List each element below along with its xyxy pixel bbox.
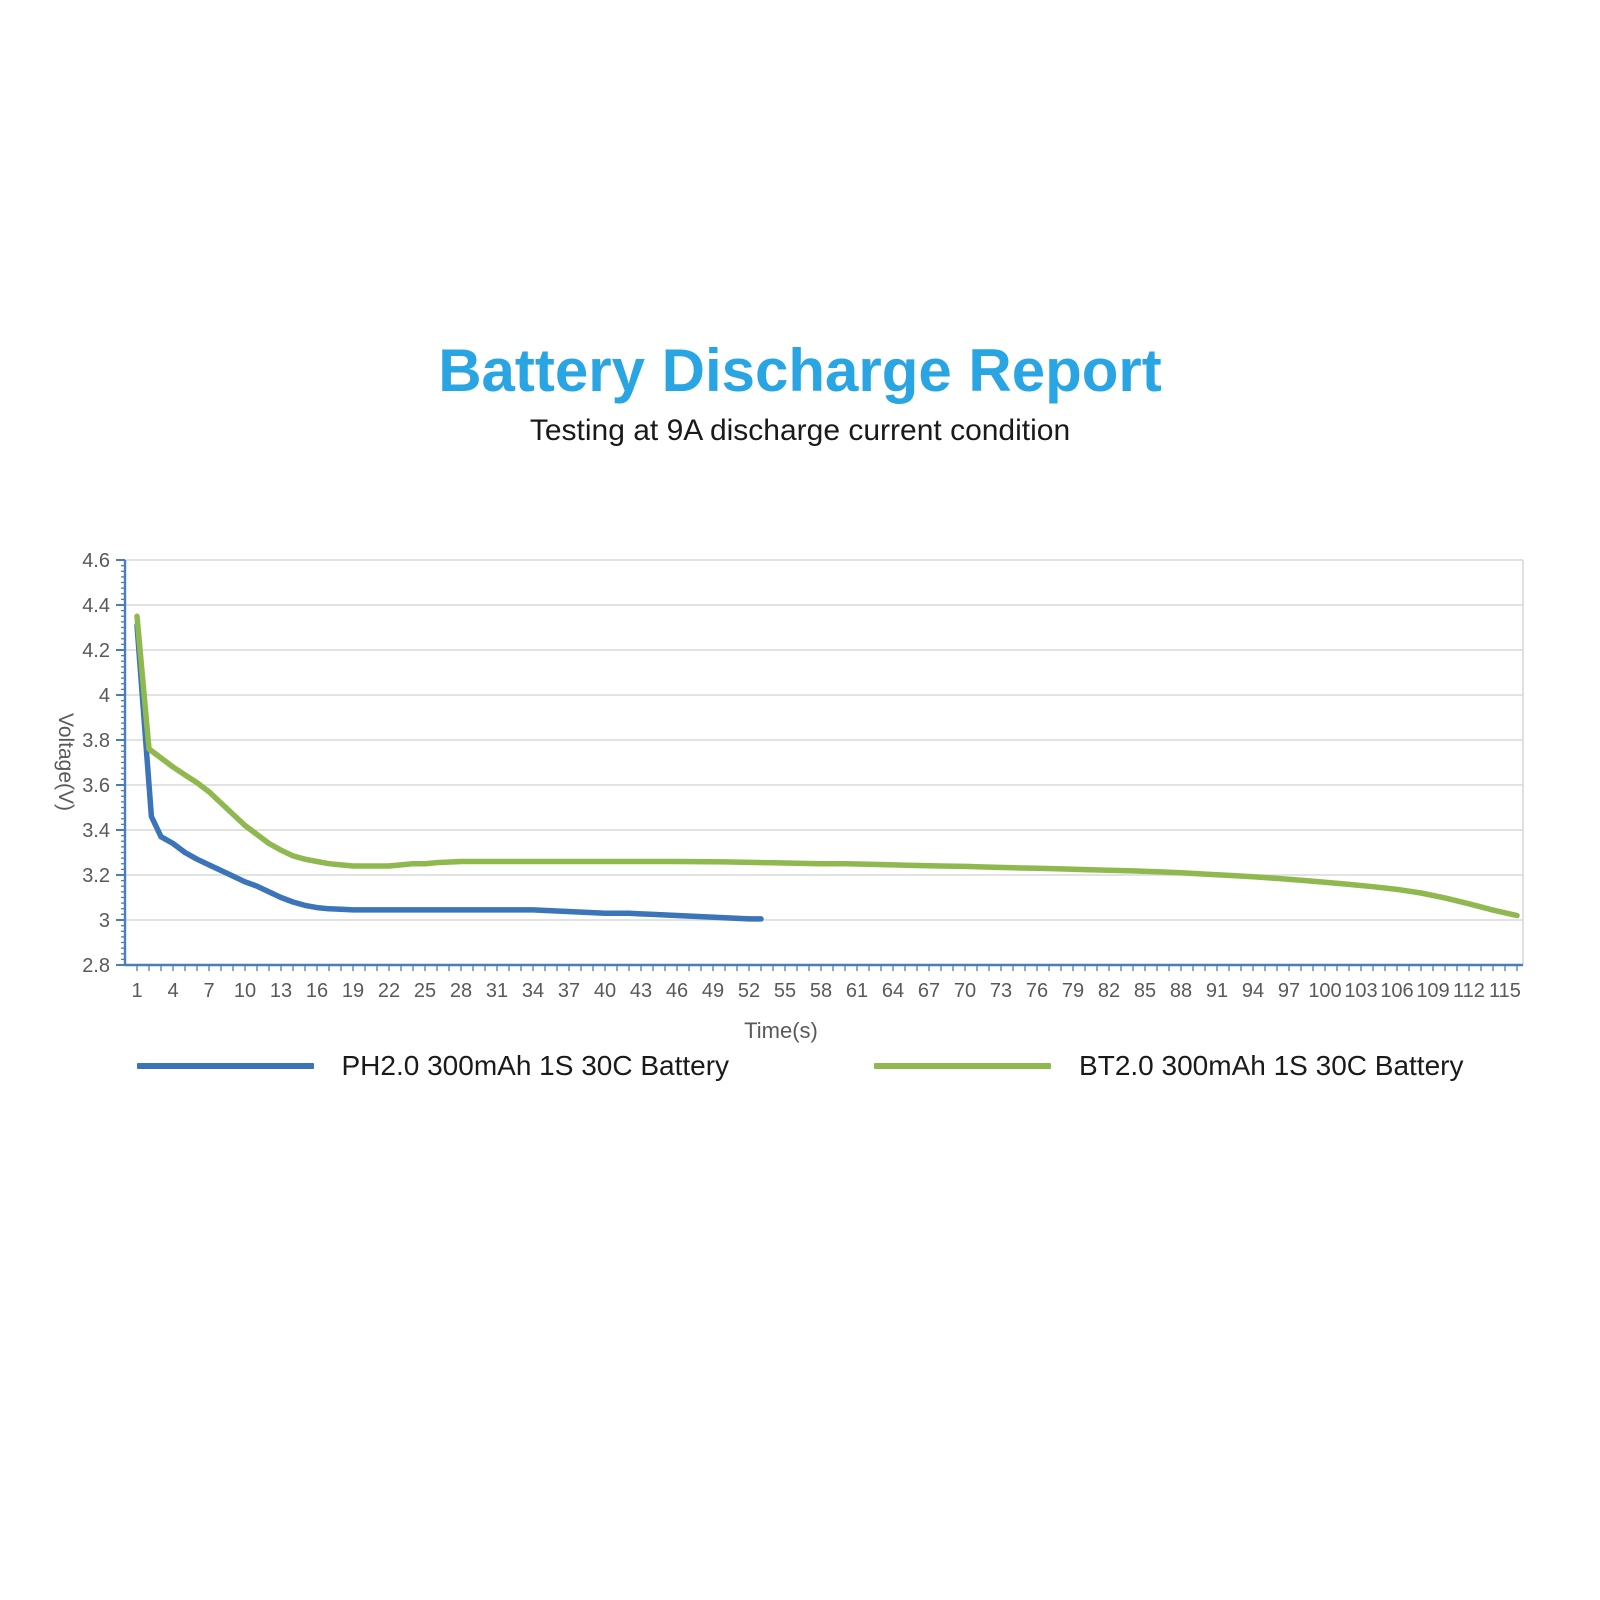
svg-text:3.2: 3.2 xyxy=(82,865,110,887)
bt20-line-swatch xyxy=(874,1063,1052,1069)
svg-text:4: 4 xyxy=(99,685,110,707)
svg-text:34: 34 xyxy=(522,980,544,1002)
svg-text:22: 22 xyxy=(378,980,400,1002)
svg-text:4.4: 4.4 xyxy=(82,595,110,617)
svg-text:52: 52 xyxy=(738,980,760,1002)
chart-subtitle: Testing at 9A discharge current conditio… xyxy=(529,414,1071,447)
svg-text:3.6: 3.6 xyxy=(82,775,110,797)
svg-text:3.8: 3.8 xyxy=(82,730,110,752)
svg-text:37: 37 xyxy=(558,980,580,1002)
svg-text:88: 88 xyxy=(1170,980,1192,1002)
svg-text:97: 97 xyxy=(1278,980,1300,1002)
svg-text:112: 112 xyxy=(1453,980,1485,1002)
svg-text:4.2: 4.2 xyxy=(82,640,110,662)
svg-text:1: 1 xyxy=(131,980,142,1002)
svg-text:49: 49 xyxy=(702,980,724,1002)
svg-text:103: 103 xyxy=(1344,980,1377,1002)
svg-text:25: 25 xyxy=(414,980,436,1002)
svg-text:58: 58 xyxy=(810,980,832,1002)
svg-text:31: 31 xyxy=(486,980,508,1002)
svg-text:94: 94 xyxy=(1242,980,1264,1002)
svg-text:43: 43 xyxy=(630,980,652,1002)
svg-text:7: 7 xyxy=(203,980,214,1002)
svg-text:4.6: 4.6 xyxy=(82,550,110,572)
legend-item-ph20: PH2.0 300mAh 1S 30C Battery xyxy=(136,1050,730,1082)
svg-text:73: 73 xyxy=(990,980,1012,1002)
svg-text:16: 16 xyxy=(306,980,328,1002)
svg-text:13: 13 xyxy=(270,980,292,1002)
legend: PH2.0 300mAh 1S 30C Battery BT2.0 300mAh… xyxy=(0,1050,1600,1082)
svg-text:82: 82 xyxy=(1098,980,1120,1002)
svg-text:106: 106 xyxy=(1380,980,1413,1002)
chart-title: Battery Discharge Report xyxy=(438,337,1162,404)
line-chart: 2.8 3 3.2 3.4 3.6 3.8 4 4.2 4.4 4.6 1 4 7 10 13 16 19 22 2… xyxy=(82,550,1524,1002)
svg-text:19: 19 xyxy=(342,980,364,1002)
svg-text:3.4: 3.4 xyxy=(82,820,110,842)
svg-text:91: 91 xyxy=(1206,980,1228,1002)
svg-text:109: 109 xyxy=(1416,980,1449,1002)
svg-text:55: 55 xyxy=(774,980,796,1002)
svg-text:4: 4 xyxy=(167,980,178,1002)
svg-text:10: 10 xyxy=(234,980,256,1002)
svg-text:67: 67 xyxy=(918,980,940,1002)
svg-text:2.8: 2.8 xyxy=(82,955,110,977)
svg-text:61: 61 xyxy=(846,980,868,1002)
svg-text:28: 28 xyxy=(450,980,472,1002)
svg-text:100: 100 xyxy=(1308,980,1341,1002)
svg-text:40: 40 xyxy=(594,980,616,1002)
x-axis-title: Time(s) xyxy=(744,1018,818,1043)
svg-text:64: 64 xyxy=(882,980,904,1002)
svg-text:76: 76 xyxy=(1026,980,1048,1002)
svg-text:79: 79 xyxy=(1062,980,1084,1002)
legend-item-bt20: BT2.0 300mAh 1S 30C Battery xyxy=(874,1050,1463,1082)
legend-label-bt20: BT2.0 300mAh 1S 30C Battery xyxy=(1079,1050,1464,1081)
svg-text:3: 3 xyxy=(99,910,110,932)
svg-text:70: 70 xyxy=(954,980,976,1002)
svg-text:115: 115 xyxy=(1489,980,1521,1002)
svg-text:85: 85 xyxy=(1134,980,1156,1002)
svg-text:46: 46 xyxy=(666,980,688,1002)
ph20-line-swatch xyxy=(136,1063,314,1069)
legend-label-ph20: PH2.0 300mAh 1S 30C Battery xyxy=(341,1050,730,1081)
